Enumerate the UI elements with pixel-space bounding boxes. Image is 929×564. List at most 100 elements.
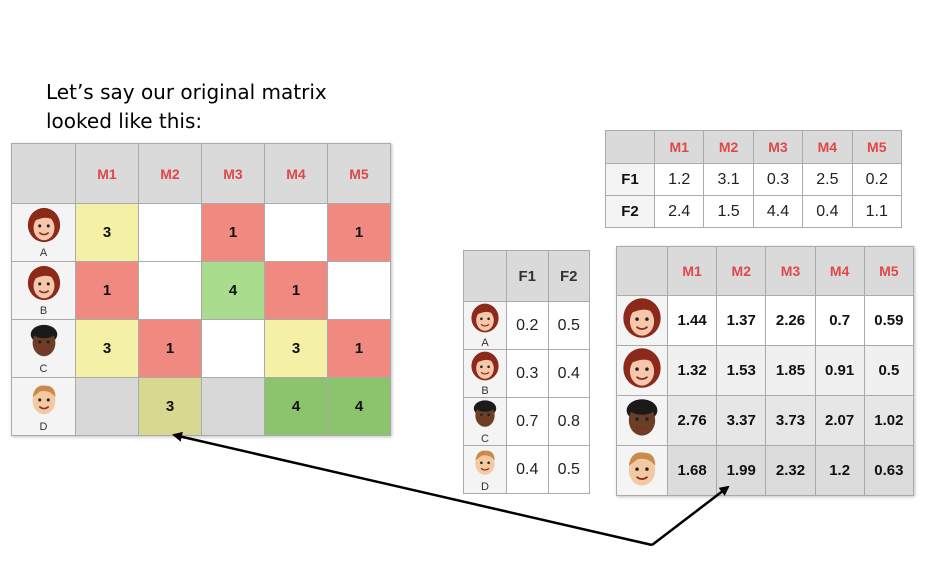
column-header: M3 bbox=[201, 143, 265, 204]
predicted-value: 3.73 bbox=[765, 395, 816, 446]
user-avatar-cell: B bbox=[11, 261, 76, 320]
corner-cell bbox=[463, 250, 507, 302]
corner-cell bbox=[605, 130, 655, 164]
column-header: M1 bbox=[75, 143, 139, 204]
column-header: M3 bbox=[765, 246, 816, 296]
factor-label: F2 bbox=[605, 195, 655, 228]
corner-cell bbox=[11, 143, 76, 204]
predicted-value: 1.2 bbox=[814, 445, 865, 496]
predicted-value: 2.76 bbox=[666, 395, 718, 446]
user-avatar-cell: A bbox=[463, 301, 507, 350]
user-avatar-cell bbox=[616, 345, 668, 396]
woman-face-icon bbox=[620, 347, 664, 395]
woman-face-icon bbox=[469, 303, 501, 340]
user-avatar-cell: A bbox=[11, 203, 76, 262]
woman-face-icon bbox=[469, 351, 501, 388]
woman-face-icon bbox=[620, 297, 664, 345]
predicted-value: 2.26 bbox=[765, 295, 816, 346]
caption: Let’s say our original matrix looked lik… bbox=[46, 78, 327, 136]
column-header: F2 bbox=[547, 250, 590, 302]
table-row: D 0.4 0.5 bbox=[463, 445, 590, 494]
table-row: A 3 1 1 bbox=[11, 203, 391, 262]
column-header: M5 bbox=[851, 130, 903, 164]
caption-line-2: looked like this: bbox=[46, 109, 203, 133]
user-label: C bbox=[481, 433, 489, 445]
caption-line-1: Let’s say our original matrix bbox=[46, 80, 327, 104]
rating-cell: 4 bbox=[201, 261, 265, 320]
woman-face-icon bbox=[25, 206, 63, 249]
factor-value: 0.3 bbox=[506, 349, 549, 398]
rating-cell: 1 bbox=[201, 203, 265, 262]
user-avatar-cell: D bbox=[11, 377, 76, 436]
rating-cell bbox=[264, 203, 328, 262]
user-avatar-cell bbox=[616, 295, 668, 346]
predicted-value: 0.63 bbox=[863, 445, 915, 496]
column-header: M4 bbox=[264, 143, 328, 204]
predicted-value: 1.53 bbox=[716, 345, 767, 396]
column-header: M2 bbox=[138, 143, 202, 204]
predicted-value: 2.32 bbox=[765, 445, 816, 496]
table-row: A 0.2 0.5 bbox=[463, 301, 590, 350]
user-label: D bbox=[481, 481, 489, 493]
boy-face-icon bbox=[620, 447, 664, 495]
predicted-value: 3.37 bbox=[716, 395, 767, 446]
factor-value: 0.4 bbox=[506, 445, 549, 494]
rating-cell: 1 bbox=[327, 203, 391, 262]
rating-cell bbox=[201, 319, 265, 378]
user-factors-body: A 0.2 0.5 B 0.3 0.4 C 0.7 0.8 D 0.4 0.5 bbox=[463, 301, 590, 494]
header-row: M1 M2 M3 M4 M5 bbox=[11, 143, 391, 204]
column-header: M5 bbox=[327, 143, 391, 204]
column-header: M2 bbox=[703, 130, 754, 164]
rating-cell bbox=[75, 377, 139, 436]
user-label: A bbox=[481, 337, 489, 349]
table-row: F2 2.4 1.5 4.4 0.4 1.1 bbox=[605, 195, 903, 228]
factor-value: 4.4 bbox=[752, 195, 804, 228]
user-avatar-cell: D bbox=[463, 445, 507, 494]
factor-value: 0.7 bbox=[506, 397, 549, 446]
rating-cell bbox=[327, 261, 391, 320]
user-label: A bbox=[39, 247, 48, 259]
boy-face-icon bbox=[469, 447, 501, 484]
predicted-value: 1.32 bbox=[666, 345, 718, 396]
user-label: C bbox=[39, 363, 48, 375]
factor-value: 1.2 bbox=[653, 163, 705, 196]
predicted-value: 1.85 bbox=[765, 345, 816, 396]
factor-value: 0.5 bbox=[547, 445, 590, 494]
factor-value: 0.8 bbox=[547, 397, 590, 446]
user-label: B bbox=[39, 305, 48, 317]
user-factors-table: F1 F2 A 0.2 0.5 B 0.3 0.4 C 0.7 0.8 D 0.4 0.5 bbox=[463, 250, 590, 494]
man-face-icon bbox=[620, 397, 664, 445]
rating-cell bbox=[201, 377, 265, 436]
corner-cell bbox=[616, 246, 668, 296]
rating-cell bbox=[138, 261, 202, 320]
woman-face-icon bbox=[25, 264, 63, 307]
rating-cell: 3 bbox=[75, 203, 139, 262]
user-label: D bbox=[39, 421, 48, 433]
column-header: M5 bbox=[863, 246, 915, 296]
factor-value: 0.5 bbox=[547, 301, 590, 350]
header-row: M1 M2 M3 M4 M5 bbox=[605, 130, 903, 164]
user-label: B bbox=[481, 385, 489, 397]
header-row: M1 M2 M3 M4 M5 bbox=[616, 246, 915, 296]
rating-cell bbox=[138, 203, 202, 262]
column-header: M2 bbox=[716, 246, 767, 296]
column-header: M1 bbox=[666, 246, 718, 296]
table-row: F1 1.2 3.1 0.3 2.5 0.2 bbox=[605, 163, 903, 196]
predicted-matrix-table: M1 M2 M3 M4 M5 1.44 1.37 2.26 0.7 0.59 1.32 1.… bbox=[616, 246, 915, 496]
user-avatar-cell bbox=[616, 445, 668, 496]
predicted-value: 0.91 bbox=[814, 345, 865, 396]
factor-value: 1.1 bbox=[851, 195, 903, 228]
predicted-matrix-body: 1.44 1.37 2.26 0.7 0.59 1.32 1.53 1.85 0.91 0.5 2.… bbox=[616, 295, 915, 496]
rating-cell: 4 bbox=[327, 377, 391, 436]
header-row: F1 F2 bbox=[463, 250, 590, 302]
factor-value: 3.1 bbox=[703, 163, 754, 196]
boy-face-icon bbox=[25, 380, 63, 423]
man-face-icon bbox=[469, 399, 501, 436]
rating-cell: 1 bbox=[264, 261, 328, 320]
table-row: C 0.7 0.8 bbox=[463, 397, 590, 446]
